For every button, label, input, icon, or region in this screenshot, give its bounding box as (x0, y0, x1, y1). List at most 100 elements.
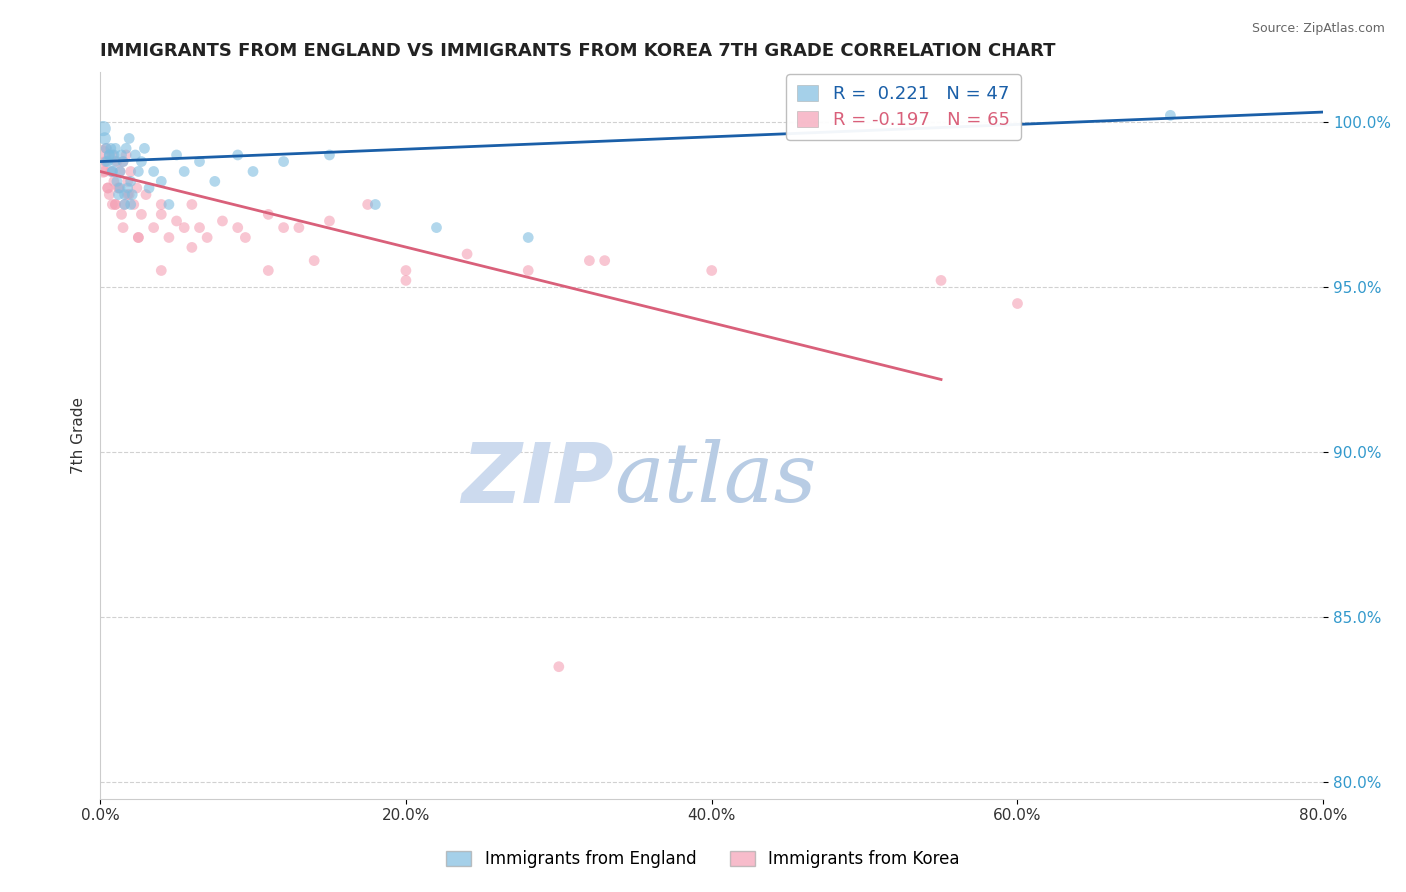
Point (120, 197, 142, 211)
Point (257, 207, 280, 221)
Point (97, 181, 120, 195)
Point (120, 174, 142, 188)
Point (112, 154, 135, 169)
Point (211, 214, 233, 228)
Legend: Immigrants from England, Immigrants from Korea: Immigrants from England, Immigrants from… (440, 844, 966, 875)
Point (96, 154, 118, 169)
Point (100, 141, 122, 155)
Point (104, 197, 127, 211)
Point (547, 659, 569, 673)
Point (578, 253, 600, 268)
Point (93, 164, 115, 178)
Point (117, 181, 139, 195)
Point (127, 164, 149, 178)
Point (138, 181, 160, 195)
Point (180, 240, 202, 254)
Point (93, 131, 115, 145)
Point (135, 187, 157, 202)
Point (114, 197, 136, 211)
Point (98, 148, 121, 162)
Point (226, 148, 249, 162)
Point (115, 141, 138, 155)
Point (125, 181, 148, 195)
Point (110, 207, 132, 221)
Point (98, 187, 121, 202)
Point (108, 164, 131, 178)
Point (101, 164, 124, 178)
Point (90, 148, 112, 162)
Point (364, 197, 387, 211)
Point (318, 214, 340, 228)
Point (121, 187, 143, 202)
Point (131, 207, 153, 221)
Point (103, 148, 125, 162)
Point (101, 197, 124, 211)
Point (104, 197, 127, 211)
Point (150, 263, 173, 277)
Point (101, 148, 124, 162)
Point (97, 154, 120, 169)
Point (114, 197, 136, 211)
Point (101, 164, 124, 178)
Point (118, 131, 141, 145)
Y-axis label: 7th Grade: 7th Grade (72, 397, 86, 474)
Text: atlas: atlas (614, 439, 817, 519)
Point (112, 220, 135, 235)
Point (425, 220, 447, 235)
Point (173, 220, 195, 235)
Point (142, 220, 165, 235)
Point (1007, 296, 1029, 310)
Point (96, 141, 118, 155)
Point (104, 154, 127, 169)
Point (166, 214, 188, 228)
Point (157, 197, 180, 211)
Point (122, 197, 145, 211)
Point (302, 253, 325, 268)
Point (273, 154, 295, 169)
Point (107, 181, 129, 195)
Point (117, 187, 139, 202)
Text: IMMIGRANTS FROM ENGLAND VS IMMIGRANTS FROM KOREA 7TH GRADE CORRELATION CHART: IMMIGRANTS FROM ENGLAND VS IMMIGRANTS FR… (100, 42, 1056, 60)
Point (173, 164, 195, 178)
Point (91, 121, 114, 136)
Point (107, 181, 129, 195)
Point (103, 174, 125, 188)
Point (93, 154, 115, 169)
Point (110, 148, 132, 162)
Point (517, 230, 540, 244)
Point (242, 164, 264, 178)
Point (115, 148, 138, 162)
Point (357, 197, 380, 211)
Point (180, 197, 202, 211)
Legend: R =  0.221   N = 47, R = -0.197   N = 65: R = 0.221 N = 47, R = -0.197 N = 65 (786, 74, 1021, 140)
Point (288, 220, 311, 235)
Point (395, 273, 418, 287)
Point (150, 207, 173, 221)
Point (257, 263, 280, 277)
Point (131, 154, 153, 169)
Point (150, 197, 173, 211)
Point (188, 154, 211, 169)
Point (395, 263, 418, 277)
Point (100, 164, 122, 178)
Point (593, 253, 616, 268)
Point (104, 141, 127, 155)
Point (157, 230, 180, 244)
Point (166, 148, 188, 162)
Point (117, 174, 139, 188)
Point (517, 263, 540, 277)
Point (204, 174, 226, 188)
Point (120, 164, 142, 178)
Point (226, 220, 249, 235)
Point (112, 154, 135, 169)
Point (127, 230, 149, 244)
Point (91, 164, 114, 178)
Text: Source: ZipAtlas.com: Source: ZipAtlas.com (1251, 22, 1385, 36)
Point (96, 141, 118, 155)
Point (105, 174, 128, 188)
Point (108, 181, 131, 195)
Point (142, 164, 165, 178)
Point (98, 148, 121, 162)
Point (105, 154, 128, 169)
Point (195, 230, 218, 244)
